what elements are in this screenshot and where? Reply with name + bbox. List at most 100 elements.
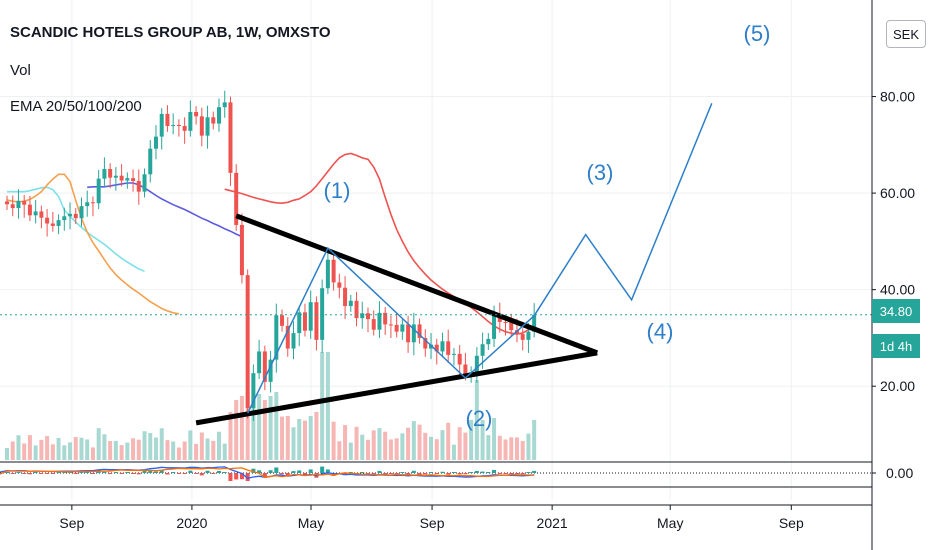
volume-bar bbox=[274, 392, 279, 460]
candle-body bbox=[325, 259, 330, 289]
volume-bar bbox=[388, 439, 393, 460]
oscillator-bar bbox=[526, 471, 531, 473]
candle-body bbox=[354, 300, 359, 319]
volume-bar bbox=[159, 428, 164, 460]
wave-label: (2) bbox=[466, 406, 493, 431]
oscillator-tick-label: 0.00 bbox=[886, 465, 913, 481]
candle-body bbox=[27, 204, 32, 216]
volume-bar bbox=[228, 412, 233, 460]
volume-bar bbox=[136, 439, 141, 460]
oscillator-bar bbox=[474, 470, 479, 473]
volume-bar bbox=[10, 441, 15, 460]
volume-bar bbox=[434, 439, 439, 460]
oscillator-bar bbox=[360, 472, 365, 473]
symbol-title[interactable]: SCANDIC HOTELS GROUP AB, 1W, OMXSTO bbox=[10, 24, 331, 41]
oscillator-bar bbox=[176, 473, 181, 474]
volume-bar bbox=[406, 427, 411, 460]
candle-body bbox=[217, 107, 222, 124]
candle-body bbox=[429, 344, 434, 349]
volume-bar bbox=[85, 439, 90, 460]
candle-body bbox=[234, 172, 239, 225]
candle-body bbox=[280, 315, 285, 326]
candle-body bbox=[348, 300, 353, 307]
volume-bar bbox=[5, 448, 9, 460]
candle-body bbox=[297, 312, 302, 334]
candle-body bbox=[113, 175, 118, 178]
volume-bar bbox=[251, 398, 256, 460]
oscillator-bar bbox=[251, 468, 256, 473]
oscillator-bar bbox=[199, 473, 204, 476]
candle-body bbox=[291, 333, 296, 349]
candle-body bbox=[274, 315, 279, 360]
oscillator-bar bbox=[153, 471, 158, 473]
candle-body bbox=[251, 373, 256, 408]
oscillator-bar bbox=[348, 472, 353, 473]
oscillator-bar bbox=[90, 473, 95, 474]
volume-bar bbox=[503, 439, 508, 460]
oscillator-bar bbox=[125, 472, 130, 473]
volume-bar bbox=[199, 432, 204, 460]
candle-body bbox=[365, 313, 370, 320]
candle-body bbox=[16, 200, 21, 209]
oscillator-bar bbox=[211, 473, 216, 474]
volume-bar bbox=[171, 441, 176, 460]
volume-bar bbox=[325, 352, 330, 460]
oscillator-bar bbox=[217, 470, 222, 473]
time-tick-label: Sep bbox=[420, 515, 445, 531]
candle-body bbox=[119, 175, 124, 181]
volume-bar bbox=[125, 442, 130, 460]
candle-body bbox=[337, 282, 342, 288]
oscillator-bar bbox=[165, 473, 170, 475]
oscillator-bar bbox=[492, 469, 497, 473]
oscillator-bar bbox=[429, 472, 434, 473]
oscillator-bar bbox=[62, 472, 67, 473]
time-tick-label: May bbox=[298, 515, 324, 531]
volume-bar bbox=[480, 420, 485, 460]
volume-bar bbox=[56, 437, 61, 460]
volume-bar bbox=[532, 419, 537, 460]
candle-body bbox=[262, 351, 267, 382]
volume-bar bbox=[33, 445, 38, 460]
candle-body bbox=[446, 341, 451, 355]
volume-indicator-label[interactable]: Vol bbox=[10, 62, 31, 79]
volume-bar bbox=[509, 437, 514, 460]
candle-body bbox=[39, 211, 44, 218]
elliott-wave-path bbox=[247, 103, 713, 414]
oscillator-bar bbox=[520, 473, 525, 474]
price-tick-label: 20.00 bbox=[880, 378, 915, 394]
candle-body bbox=[90, 202, 95, 204]
oscillator-bar bbox=[446, 473, 451, 475]
oscillator-bar bbox=[5, 472, 9, 473]
volume-bar bbox=[526, 433, 531, 460]
oscillator-bar bbox=[480, 471, 485, 473]
candle-body bbox=[194, 112, 199, 117]
candle-body bbox=[320, 288, 325, 340]
oscillator-bar bbox=[325, 469, 330, 473]
candle-body bbox=[142, 174, 147, 192]
candle-body bbox=[102, 168, 107, 179]
oscillator-bar bbox=[239, 473, 244, 480]
volume-bar bbox=[337, 441, 342, 460]
candle-body bbox=[451, 353, 456, 355]
volume-bar bbox=[429, 436, 434, 460]
candle-body bbox=[182, 126, 187, 131]
candle-body bbox=[45, 217, 50, 224]
volume-bar bbox=[165, 440, 170, 460]
volume-bar bbox=[182, 441, 187, 460]
oscillator-bar bbox=[10, 473, 15, 474]
volume-bar bbox=[188, 430, 193, 460]
currency-button[interactable]: SEK bbox=[886, 20, 926, 48]
price-tick-label: 80.00 bbox=[880, 89, 915, 105]
oscillator-bar bbox=[377, 470, 382, 473]
volume-bar bbox=[211, 440, 216, 460]
ema-indicator-label[interactable]: EMA 20/50/100/200 bbox=[10, 98, 142, 115]
volume-bar bbox=[119, 445, 124, 460]
volume-bar bbox=[320, 352, 325, 460]
volume-bar bbox=[463, 432, 468, 460]
candle-body bbox=[131, 178, 136, 182]
volume-bar bbox=[474, 380, 479, 460]
oscillator-bar bbox=[108, 473, 113, 475]
price-tick-label: 40.00 bbox=[880, 282, 915, 298]
